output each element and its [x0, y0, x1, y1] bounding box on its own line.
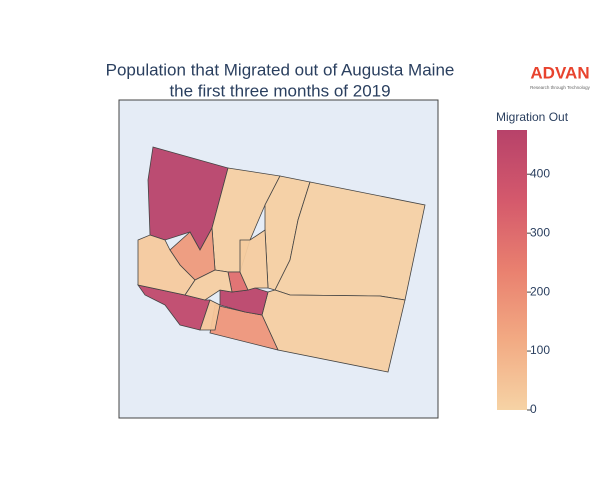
colorbar-tick-label: 300 [530, 225, 550, 239]
region [199, 299, 221, 331]
region [239, 229, 269, 291]
region [137, 234, 196, 296]
region [184, 269, 233, 301]
chart-title: the first three months of 2019 [169, 81, 390, 100]
colorbar-tick-label: 400 [530, 166, 550, 180]
colorbar-title: Migration Out [496, 110, 569, 124]
colorbar-tick-label: 100 [530, 343, 550, 357]
chart-title: Population that Migrated out of Augusta … [106, 60, 455, 79]
logo: ADVAN [530, 63, 589, 82]
colorbar-tick-label: 0 [530, 402, 537, 416]
colorbar [497, 130, 527, 410]
colorbar-tick-label: 200 [530, 284, 550, 298]
map [137, 146, 426, 373]
logo-tagline: Research through Technology [530, 85, 590, 90]
